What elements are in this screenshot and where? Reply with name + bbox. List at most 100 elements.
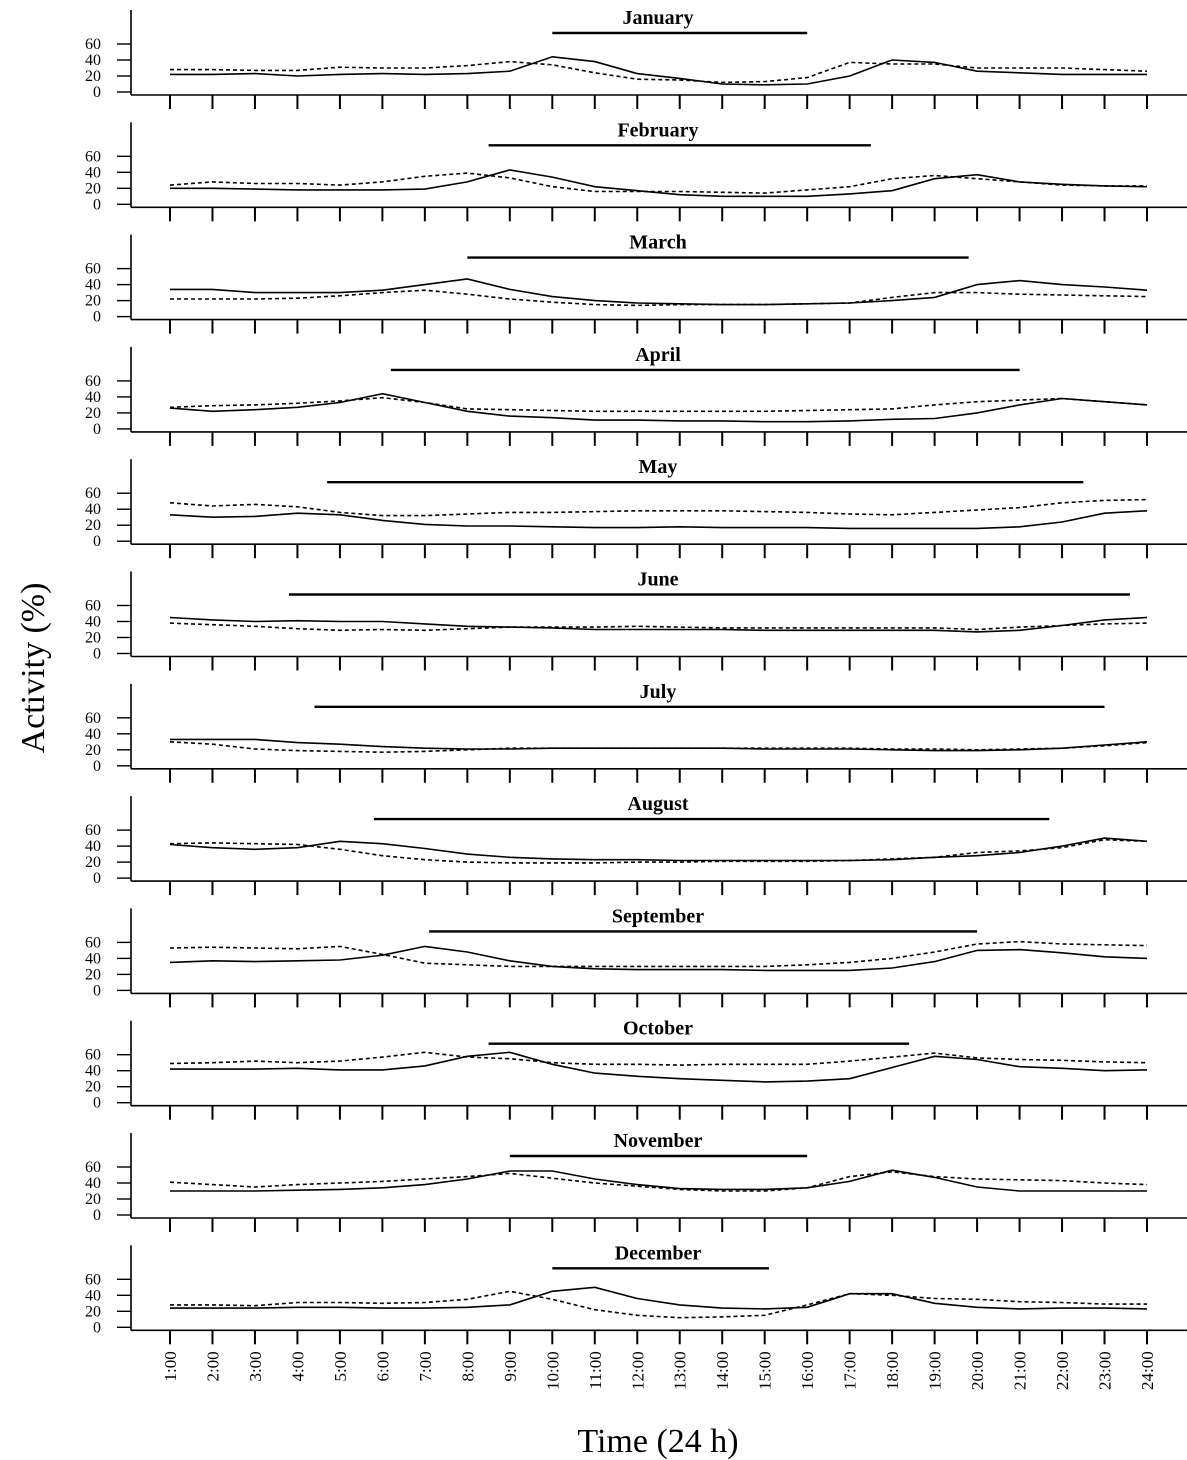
y-tick-label: 40 <box>85 501 101 518</box>
panel-title: March <box>629 232 686 254</box>
y-tick-label: 40 <box>85 726 101 743</box>
y-tick-label: 60 <box>85 485 101 502</box>
panel-title: October <box>623 1018 693 1040</box>
y-tick-label: 60 <box>85 261 101 278</box>
x-tick-label: 23:00 <box>1096 1351 1115 1390</box>
series-solid-line <box>170 1169 1147 1192</box>
y-tick-label: 60 <box>85 1159 101 1176</box>
series-solid-line <box>170 738 1148 752</box>
series-solid-line <box>169 837 1148 862</box>
x-tick-label: 14:00 <box>713 1351 732 1390</box>
series-solid-line <box>169 510 1148 530</box>
x-tick-label: 1:00 <box>161 1351 180 1381</box>
y-tick-label: 20 <box>85 180 101 197</box>
y-tick-label: 40 <box>85 614 101 631</box>
x-tick-label: 6:00 <box>373 1351 392 1381</box>
panel-title: August <box>627 793 688 815</box>
series-solid-line <box>170 169 1148 198</box>
y-tick-label: 60 <box>85 822 101 839</box>
panel-title: February <box>617 119 698 141</box>
series-solid-line <box>169 945 1148 972</box>
y-tick-label: 40 <box>85 1175 101 1192</box>
y-tick-label: 20 <box>85 966 101 983</box>
y-tick-label: 60 <box>85 373 101 390</box>
panel-title: May <box>639 456 678 478</box>
x-tick-label: 9:00 <box>501 1351 520 1381</box>
panel-title: September <box>612 905 704 927</box>
y-tick-label: 60 <box>85 1271 101 1288</box>
y-tick-label: 40 <box>85 1287 101 1304</box>
y-tick-label: 20 <box>85 630 101 647</box>
y-tick-label: 40 <box>85 389 101 406</box>
series-dashed-line <box>169 1170 1148 1192</box>
x-tick-label: 18:00 <box>883 1351 902 1390</box>
y-tick-label: 40 <box>85 1063 101 1080</box>
y-tick-label: 60 <box>85 934 101 951</box>
x-tick-label: 11:00 <box>586 1351 605 1389</box>
y-tick-label: 0 <box>93 533 101 550</box>
series-dashed-line <box>170 60 1148 84</box>
x-tick-label: 4:00 <box>288 1351 307 1381</box>
y-axis-title: Activity (%) <box>15 583 52 754</box>
y-tick-label: 60 <box>85 148 101 165</box>
y-tick-label: 20 <box>85 405 101 422</box>
y-tick-label: 40 <box>85 164 101 181</box>
x-axis-title: Time (24 h) <box>577 1423 738 1460</box>
panel-title: December <box>615 1242 702 1264</box>
y-tick-label: 40 <box>85 52 101 69</box>
y-tick-label: 0 <box>93 758 101 775</box>
series-dashed-line <box>170 289 1148 307</box>
series-solid-line <box>170 55 1147 86</box>
panel-title: April <box>635 344 681 366</box>
y-tick-label: 20 <box>85 1191 101 1208</box>
series-solid-line <box>169 392 1148 423</box>
x-tick-label: 13:00 <box>671 1351 690 1390</box>
series-dashed-line <box>169 741 1148 754</box>
panel-title: July <box>640 681 677 703</box>
y-tick-label: 40 <box>85 277 101 294</box>
y-tick-label: 0 <box>93 1319 101 1336</box>
series-solid-line <box>169 616 1148 633</box>
y-tick-label: 20 <box>85 1303 101 1320</box>
y-tick-label: 60 <box>85 36 101 53</box>
series-dashed-line <box>169 172 1147 194</box>
series-dashed-line <box>169 1051 1148 1066</box>
x-tick-label: 10:00 <box>543 1351 562 1390</box>
y-tick-label: 0 <box>93 309 101 326</box>
series-dashed-line <box>169 498 1148 517</box>
x-tick-label: 21:00 <box>1011 1351 1030 1390</box>
y-tick-label: 0 <box>93 646 101 663</box>
series-dashed-line <box>169 396 1148 413</box>
series-solid-line <box>170 1286 1148 1310</box>
y-tick-label: 60 <box>85 1047 101 1064</box>
x-tick-label: 20:00 <box>968 1351 987 1390</box>
x-tick-label: 22:00 <box>1053 1351 1072 1390</box>
series-dashed-line <box>169 940 1148 968</box>
y-tick-label: 0 <box>93 1095 101 1112</box>
x-tick-label: 19:00 <box>926 1351 945 1390</box>
y-tick-label: 0 <box>93 196 101 213</box>
y-tick-label: 20 <box>85 1079 101 1096</box>
panel-title: June <box>637 569 678 591</box>
series-dashed-line <box>169 622 1148 632</box>
x-tick-label: 12:00 <box>628 1351 647 1390</box>
panel-title: November <box>614 1130 703 1152</box>
y-tick-label: 60 <box>85 598 101 615</box>
y-tick-label: 40 <box>85 950 101 967</box>
series-dashed-line <box>169 838 1148 864</box>
y-tick-label: 0 <box>93 982 101 999</box>
x-tick-label: 2:00 <box>203 1351 222 1381</box>
x-tick-label: 16:00 <box>798 1351 817 1390</box>
y-tick-label: 0 <box>93 84 101 101</box>
x-tick-label: 17:00 <box>841 1351 860 1390</box>
